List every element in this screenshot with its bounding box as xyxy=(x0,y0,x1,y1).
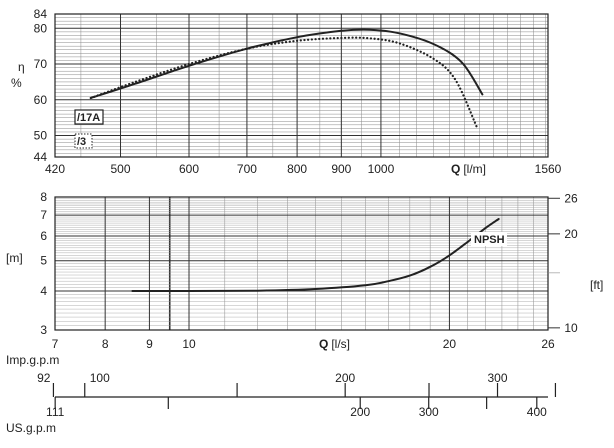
imp-gpm-tick-label: 300 xyxy=(487,371,507,385)
us-gpm-ticks: 111 200 300 400 xyxy=(46,397,547,419)
efficiency-y-tick-label: 60 xyxy=(34,93,48,107)
imp-gpm-label: Imp.g.p.m xyxy=(6,353,59,367)
imp-gpm-ticks: 92 100 200 300 xyxy=(37,371,557,397)
npsh-y-tick-label: 4 xyxy=(40,284,47,298)
efficiency-x-tick-label: 700 xyxy=(237,162,257,176)
npsh-right-tick-label: 10 xyxy=(564,321,578,335)
us-gpm-tick-label: 400 xyxy=(527,405,547,419)
npsh-x-tick-label: 8 xyxy=(102,337,109,351)
npsh-x-tick-label: 10 xyxy=(182,337,196,351)
us-gpm-tick-label: 300 xyxy=(419,405,439,419)
npsh-frame xyxy=(54,196,549,331)
npsh-y-tick-label: 5 xyxy=(40,254,47,268)
imp-gpm-tick-label: 200 xyxy=(335,371,355,385)
efficiency-x-tick-label: 900 xyxy=(331,162,351,176)
npsh-grid xyxy=(54,196,549,331)
efficiency-x-tick-label: 600 xyxy=(179,162,199,176)
legend-dotted-label: /3 xyxy=(77,136,86,148)
us-gpm-label: US.g.p.m xyxy=(6,421,56,435)
efficiency-y-tick-label: 44 xyxy=(34,150,48,164)
npsh-left-y-label: [m] xyxy=(6,251,23,265)
gpm-scales: Imp.g.p.m US.g.p.m 92 100 200 300 111 200 300… xyxy=(6,353,557,435)
npsh-y-tick-label: 3 xyxy=(40,323,47,337)
efficiency-x-label-unit: [l/m] xyxy=(463,162,486,176)
npsh-label-backing xyxy=(471,232,507,246)
efficiency-y-label-symbol: η xyxy=(18,60,25,74)
npsh-x-tick-label: 7 xyxy=(52,337,59,351)
npsh-right-tick-label: 20 xyxy=(564,227,578,241)
imp-gpm-tick-label: 100 xyxy=(90,371,110,385)
npsh-y-tick-label: 8 xyxy=(40,190,47,204)
npsh-x-tick-labels: 7 8 9 10 20 26 xyxy=(52,337,555,351)
efficiency-series-solid xyxy=(89,28,484,99)
npsh-series-line xyxy=(131,218,500,292)
efficiency-y-tick-label: 50 xyxy=(34,129,48,143)
efficiency-y-tick-label: 84 xyxy=(34,7,48,21)
npsh-x-label: Q [l/s] xyxy=(319,337,350,351)
efficiency-x-label: Q [l/m] xyxy=(451,162,486,176)
npsh-x-tick-label: 20 xyxy=(443,337,457,351)
efficiency-series xyxy=(89,28,484,128)
efficiency-y-label-unit: % xyxy=(11,76,22,90)
efficiency-y-tick-label: 70 xyxy=(34,57,48,71)
npsh-series xyxy=(131,218,500,292)
us-gpm-tick-label: 200 xyxy=(350,405,370,419)
npsh-right-tick-label: 26 xyxy=(564,191,578,205)
npsh-curve-label: NPSH xyxy=(474,234,505,246)
npsh-x-label-unit: [l/s] xyxy=(331,337,350,351)
npsh-x-label-q: Q xyxy=(319,337,328,351)
npsh-right-y-label: [ft] xyxy=(590,278,603,292)
npsh-y-tick-label: 7 xyxy=(40,208,47,222)
efficiency-x-tick-label: 420 xyxy=(45,162,65,176)
npsh-x-tick-label: 26 xyxy=(541,337,555,351)
npsh-y-tick-labels: 3 4 5 6 7 8 xyxy=(40,190,47,337)
efficiency-x-tick-label: 800 xyxy=(287,162,307,176)
npsh-right-tick-labels: 10 20 26 xyxy=(548,191,578,335)
us-gpm-tick-label: 111 xyxy=(46,405,65,419)
imp-gpm-tick-label: 92 xyxy=(37,371,51,385)
efficiency-y-tick-label: 80 xyxy=(34,21,48,35)
efficiency-x-label-q: Q xyxy=(451,162,460,176)
efficiency-x-tick-label: 500 xyxy=(110,162,130,176)
efficiency-panel: 420 500 600 700 800 900 1000 1560 445060708084 … xyxy=(11,7,562,176)
legend-dotted-box xyxy=(74,133,93,149)
efficiency-x-tick-labels: 420 500 600 700 800 900 1000 1560 xyxy=(45,162,562,176)
efficiency-frame xyxy=(54,13,549,158)
legend-solid-box xyxy=(74,109,104,125)
npsh-y-tick-label: 6 xyxy=(40,229,47,243)
efficiency-x-tick-label: 1000 xyxy=(368,162,395,176)
legend-solid-label: /17A xyxy=(77,112,100,124)
efficiency-x-tick-label: 1560 xyxy=(535,162,562,176)
npsh-x-tick-label: 9 xyxy=(146,337,153,351)
efficiency-series-dotted xyxy=(89,36,478,128)
